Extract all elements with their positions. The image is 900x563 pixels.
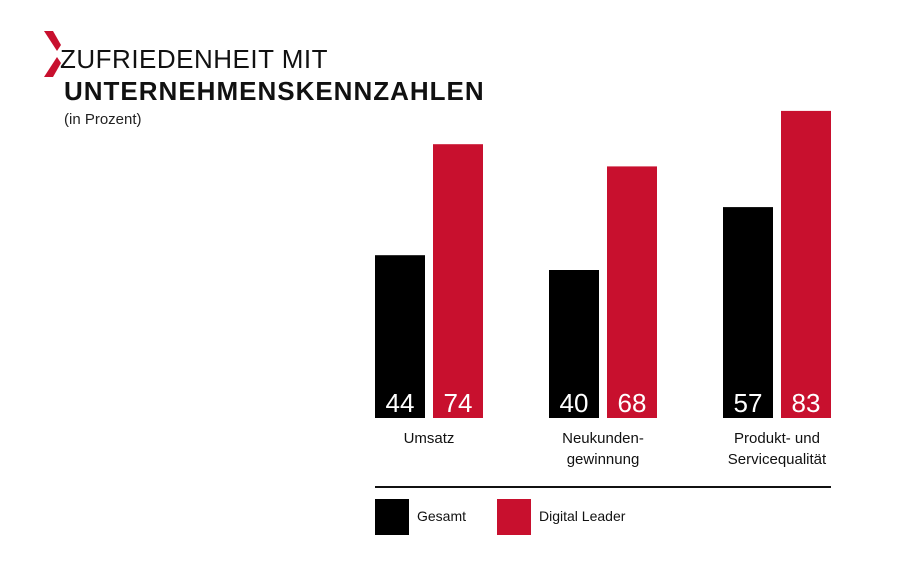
data-label-digital-leader-produkt-und-servicequalit-t: 83 xyxy=(792,388,821,418)
bar-gesamt-umsatz xyxy=(375,255,425,418)
bar-gesamt-produkt-und-servicequalit-t xyxy=(723,207,773,418)
bar-digital-leader-neukunden-gewinnung xyxy=(607,166,657,418)
data-label-gesamt-umsatz: 44 xyxy=(386,388,415,418)
chart-title-line1: ZUFRIEDENHEIT MIT xyxy=(60,44,329,74)
legend-swatch-digital-leader xyxy=(497,499,531,535)
data-label-digital-leader-umsatz: 74 xyxy=(444,388,473,418)
chart-subtitle: (in Prozent) xyxy=(64,111,142,128)
bar-digital-leader-umsatz xyxy=(433,144,483,418)
category-label-neukunden-gewinnung-line2: gewinnung xyxy=(567,451,640,468)
category-label-neukunden-gewinnung-line1: Neukunden- xyxy=(562,430,644,447)
chart-title-line2: UNTERNEHMENSKENNZAHLEN xyxy=(64,76,485,106)
x-logo-icon xyxy=(44,31,61,77)
legend-label-digital-leader: Digital Leader xyxy=(539,508,626,524)
bar-gesamt-neukunden-gewinnung xyxy=(549,270,599,418)
data-label-gesamt-produkt-und-servicequalit-t: 57 xyxy=(734,388,763,418)
category-label-produkt-und-servicequalit-t-line1: Produkt- und xyxy=(734,430,820,447)
category-label-produkt-und-servicequalit-t-line2: Servicequalität xyxy=(728,451,827,468)
legend-label-gesamt: Gesamt xyxy=(417,508,467,524)
legend-swatch-gesamt xyxy=(375,499,409,535)
category-label-umsatz: Umsatz xyxy=(404,430,455,447)
data-label-digital-leader-neukunden-gewinnung: 68 xyxy=(618,388,647,418)
bar-digital-leader-produkt-und-servicequalit-t xyxy=(781,110,831,419)
data-label-gesamt-neukunden-gewinnung: 40 xyxy=(560,388,589,418)
